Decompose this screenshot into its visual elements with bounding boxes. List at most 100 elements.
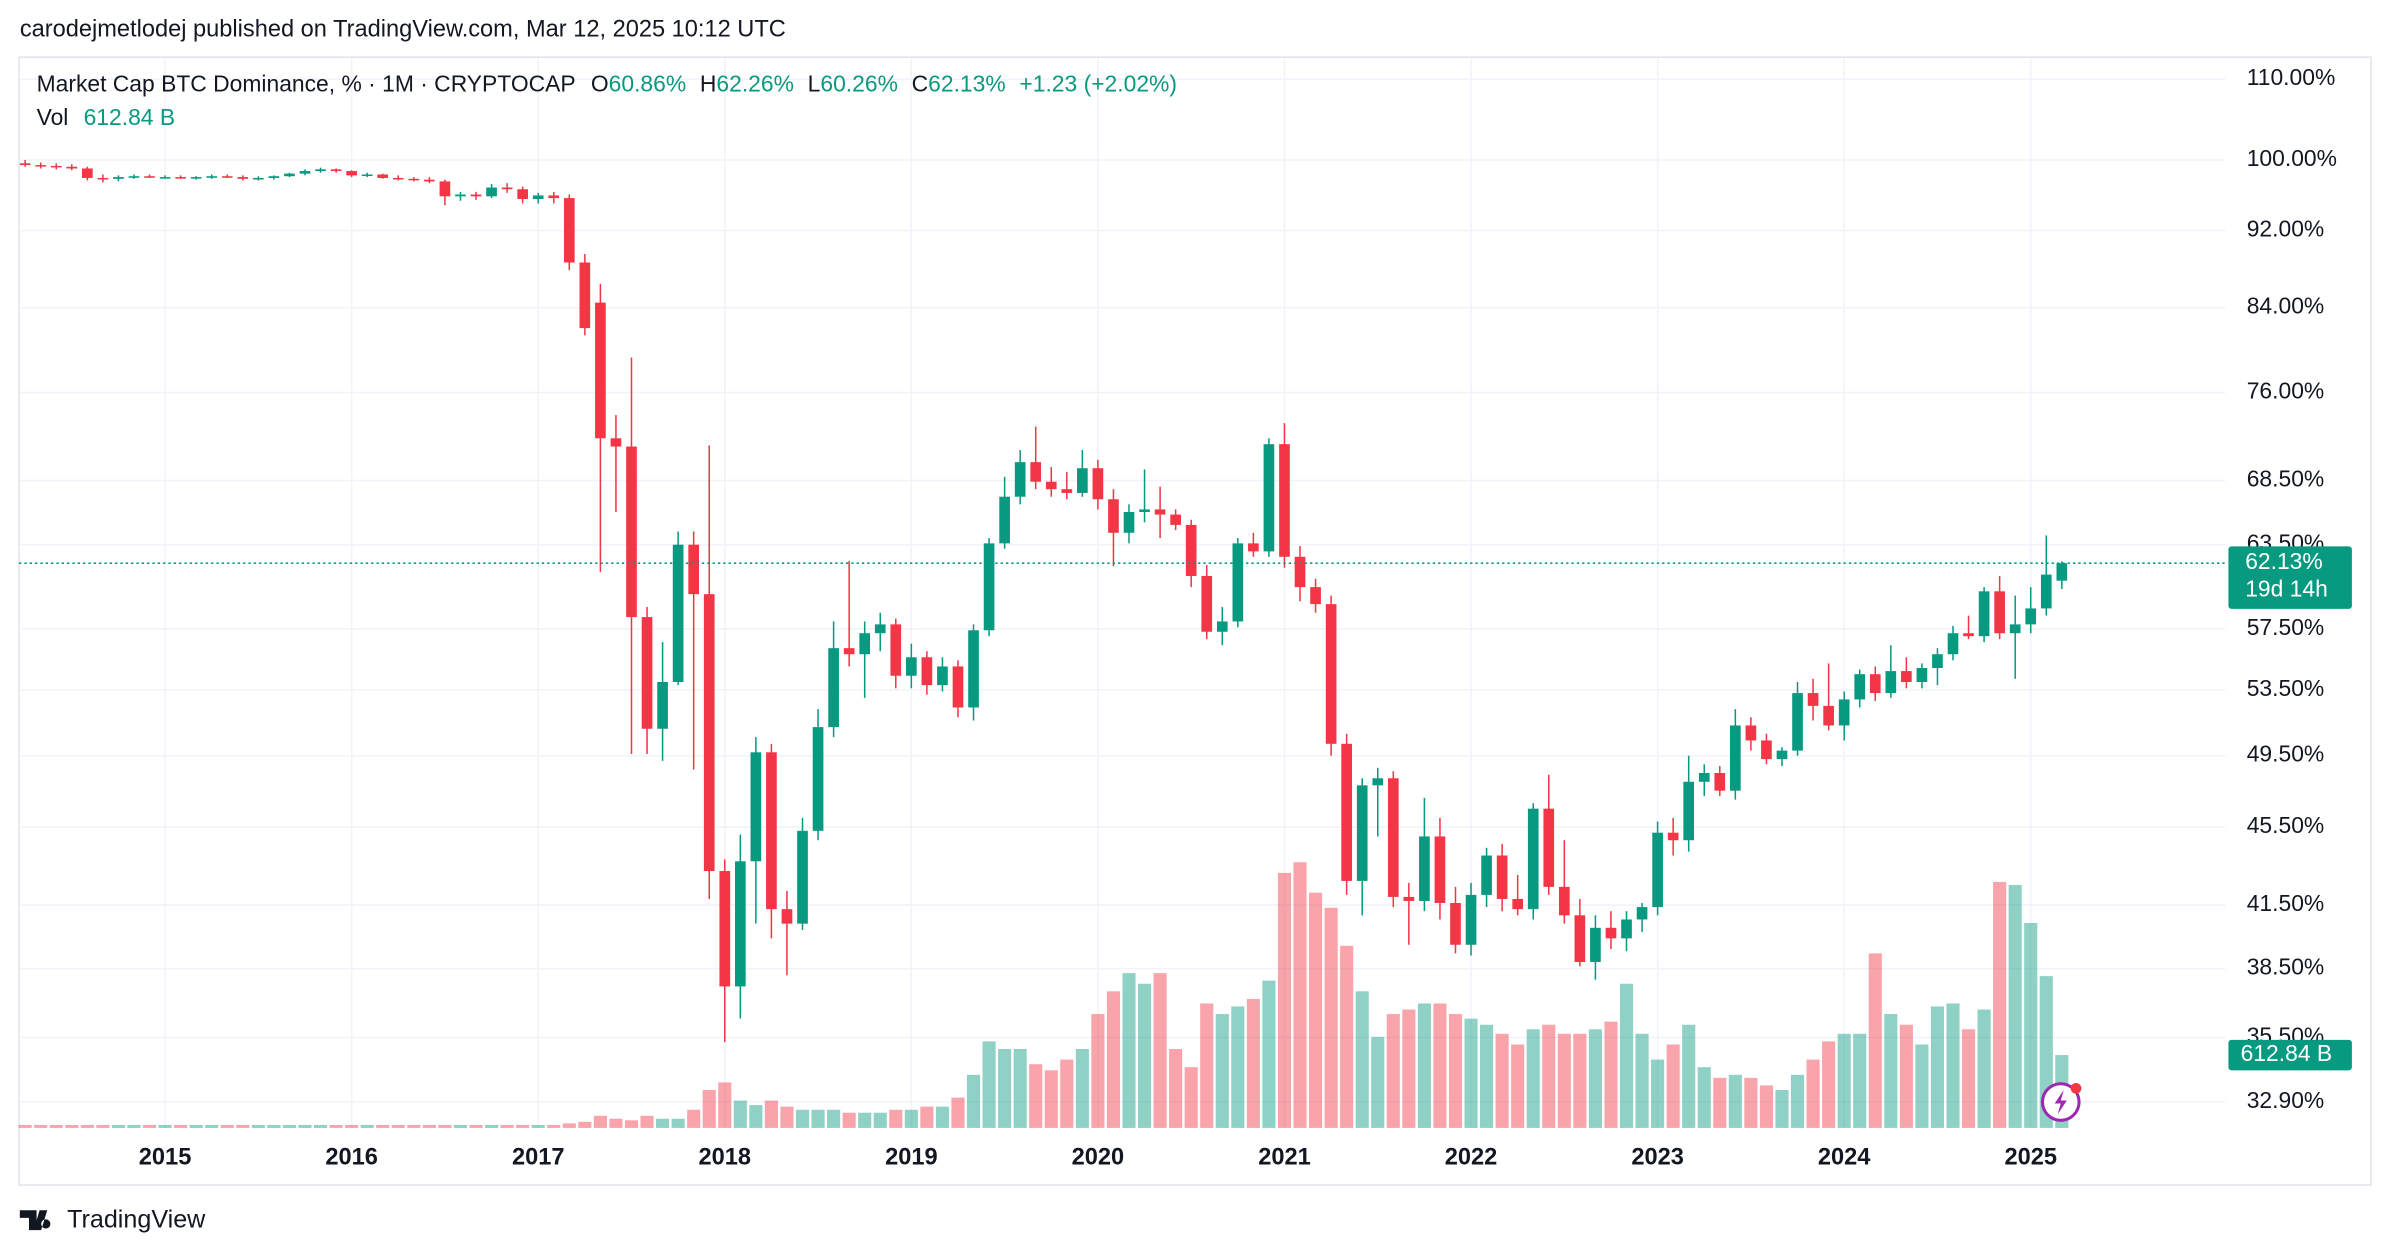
axis-layer: 110.00%100.00%92.00%84.00%76.00%68.50%63… [19, 64, 2352, 1171]
y-tick-label: 68.50% [2247, 466, 2325, 492]
candle-body [766, 752, 777, 910]
candle-body [1838, 699, 1850, 726]
volume-bar [1822, 1041, 1836, 1128]
volume-bar [80, 1124, 94, 1128]
candle-body [1916, 667, 1928, 682]
volume-bar [1728, 1074, 1742, 1128]
candle-body [97, 177, 109, 180]
volume-bar [2008, 885, 2022, 1128]
volume-bar [18, 1124, 32, 1128]
volume-bar [1790, 1074, 1805, 1128]
candle-body [641, 617, 653, 729]
candle-body [408, 178, 420, 181]
candle-body [2040, 574, 2052, 609]
volume-bar [2024, 922, 2038, 1128]
volume-bar [391, 1124, 405, 1128]
candle-body [1403, 896, 1415, 901]
candle-body [1543, 808, 1555, 887]
candle-body [703, 594, 715, 872]
volume-bar [1464, 1018, 1478, 1128]
volume-bar [547, 1124, 561, 1128]
candle-body [1294, 556, 1306, 588]
x-tick-label: 2025 [2004, 1145, 2057, 1171]
candle-body [921, 657, 933, 686]
legend-value: 60.86% [609, 70, 687, 96]
volume-bar [764, 1100, 778, 1128]
candle-body [688, 544, 700, 595]
candle-body [1885, 671, 1897, 694]
x-tick-label: 2023 [1631, 1145, 1684, 1171]
y-tick-label: 92.00% [2247, 216, 2325, 242]
alert-icon[interactable] [2040, 1082, 2082, 1122]
volume-bar [1946, 1003, 1960, 1128]
chart-frame [18, 56, 2372, 1186]
volume-bar [1480, 1024, 1494, 1128]
volume-bar [1993, 881, 2007, 1128]
volume-bar [889, 1109, 903, 1128]
volume-bar [671, 1118, 685, 1128]
candle-body [1963, 633, 1974, 637]
volume-bar [127, 1124, 141, 1128]
candle-body [1854, 674, 1866, 700]
candle-body [1170, 514, 1181, 525]
x-tick-label: 2016 [325, 1145, 378, 1171]
volume-bar [1977, 1009, 1991, 1128]
candle-body [1341, 743, 1352, 881]
volume-bar [1106, 991, 1121, 1128]
logo-mark [19, 1210, 51, 1231]
candle-body [2009, 624, 2021, 634]
x-tick-label: 2019 [885, 1145, 938, 1171]
volume-bar [1853, 1033, 1867, 1128]
candle-body [626, 446, 637, 618]
legend-value: 62.13% [928, 70, 1006, 96]
candle-body [1807, 693, 1819, 706]
candle-body [253, 177, 264, 180]
candle-body [1325, 604, 1337, 744]
published-note: carodejmetlodej published on TradingView… [20, 17, 786, 43]
legend-value: 60.26% [820, 70, 898, 96]
volume-bar [811, 1109, 825, 1128]
volume-bar [1309, 892, 1323, 1128]
candle-body [1605, 927, 1617, 939]
candle-body [1527, 808, 1539, 910]
candle-body [828, 648, 839, 728]
volume-bar [718, 1082, 732, 1128]
candle-body [890, 624, 902, 676]
volume-badge [2228, 1039, 2352, 1071]
candle-body [361, 174, 373, 177]
candle-body [1419, 836, 1430, 901]
candle-body [486, 187, 497, 197]
candle-body [1745, 725, 1757, 741]
candle-body [1465, 894, 1477, 945]
volume-bar [780, 1106, 794, 1128]
candle-body [1450, 903, 1461, 945]
volume-bar [1899, 1024, 1913, 1128]
candle-body [1061, 489, 1073, 493]
candle-body [1014, 462, 1026, 497]
volume-bar [1837, 1033, 1851, 1128]
candle-body [35, 165, 47, 167]
volume-bar [1417, 1003, 1431, 1128]
x-tick-label: 2024 [1818, 1145, 1871, 1171]
legend-key: H [700, 70, 717, 96]
candle-body [1683, 781, 1695, 841]
legend-key: Vol [37, 104, 69, 130]
volume-bar [1153, 973, 1167, 1128]
volume-bar [345, 1124, 359, 1128]
candle-body [1792, 693, 1803, 751]
candle-body [1994, 591, 2005, 634]
candle-body [1216, 621, 1228, 632]
candle-body [346, 171, 357, 176]
candle-body [113, 177, 124, 179]
volume-bar [1759, 1085, 1773, 1128]
volume-legend: Vol 612.84 B [37, 104, 176, 130]
volume-bar [1930, 1006, 1945, 1128]
volume-bar [422, 1124, 436, 1128]
candle-body [50, 165, 62, 168]
volume-bar [1231, 1006, 1245, 1128]
legend-line: Market Cap BTC Dominance, % · 1M · CRYPT… [37, 70, 1177, 96]
volume-bar [1355, 991, 1369, 1128]
legend-value: 62.26% [716, 70, 794, 96]
candle-body [1201, 575, 1213, 632]
candle-body [906, 657, 917, 676]
